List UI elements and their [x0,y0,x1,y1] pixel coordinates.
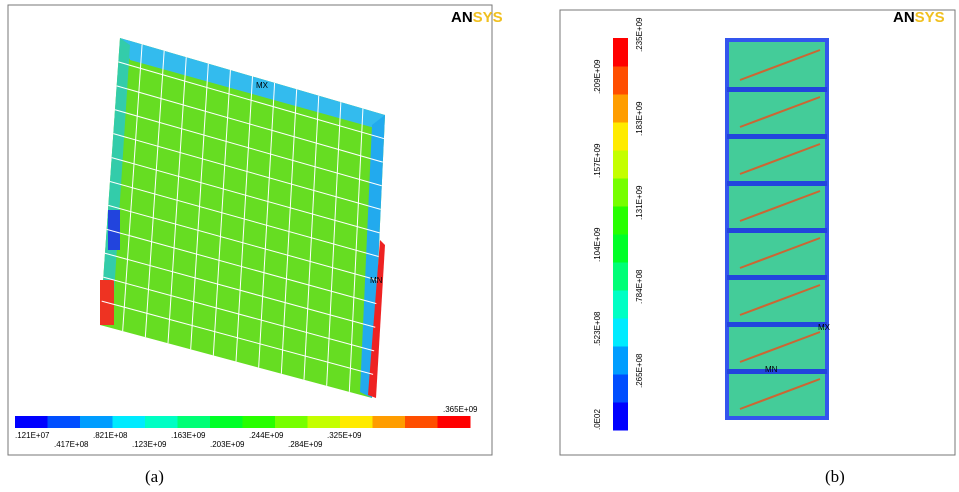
caption: (b) [825,467,845,486]
stress-streak [739,237,821,269]
mesh-line [348,108,364,392]
legend-swatch [210,416,243,428]
marker: MN [370,276,383,285]
legend-label: .123E+09 [132,440,167,449]
marker: MX [818,323,831,332]
legend-swatch [613,234,628,263]
legend-swatch [613,346,628,375]
legend-swatch [613,290,628,319]
left-low [108,210,120,250]
legend-label: .784E+08 [635,269,644,304]
legend-label: .121E+07 [15,431,50,440]
logo: ANSYS [451,9,503,26]
legend-swatch [613,318,628,347]
stiffener [727,134,827,139]
legend-label: .163E+09 [171,431,206,440]
right-hot [368,240,385,398]
stiffener [727,87,827,92]
legend-swatch [242,416,276,428]
stress-streak [739,284,821,316]
legend-swatch [613,206,628,235]
stress-streak [739,49,821,81]
legend-swatch [340,416,373,428]
legend-label: .244E+09 [249,431,284,440]
stress-streak [739,143,821,175]
logo-part: SYS [473,9,503,26]
legend-swatch [437,416,471,428]
legend-swatch [613,150,628,179]
legend-swatch [145,416,178,428]
logo: ANSYS [893,9,945,26]
legend-swatch [275,416,308,428]
legend-label: .0E02 [593,409,602,430]
legend-label: .131E+09 [635,185,644,220]
legend-swatch [80,416,113,428]
legend-label: .265E+08 [635,353,644,388]
left-edge [100,38,130,325]
stiffener [727,228,827,233]
mesh [101,44,385,392]
legend: .0E02 .265E+08 .523E+08 .784E+08 .104E+09 .13… [593,17,644,431]
caption: (a) [145,467,164,486]
legend-swatch [613,178,628,207]
legend-label: .157E+09 [593,143,602,178]
legend-swatch [177,416,211,428]
legend-label: .417E+08 [54,440,89,449]
legend-swatch [613,66,628,95]
mesh-line [326,102,342,386]
legend-swatch [372,416,406,428]
stiffener [727,181,827,186]
logo-part: SYS [915,9,945,26]
logo-part: AN [893,9,915,26]
logo-part: AN [451,9,473,26]
marker: MN [765,365,778,374]
mesh-line [101,300,374,375]
legend-label: .183E+09 [635,101,644,136]
right-edge [360,115,385,398]
legend-label: .104E+09 [593,227,602,262]
legend-swatch [112,416,146,428]
legend-swatch [613,402,628,431]
legend-swatch [47,416,81,428]
legend-label: .284E+09 [288,440,323,449]
stiffener [727,322,827,327]
legend: .121E+07 .417E+08 .821E+08 .123E+09 .163E+09… [15,405,478,449]
legend-swatch [405,416,438,428]
legend-swatch [613,94,628,123]
stress-streak [739,331,821,363]
stiffener [727,275,827,280]
legend-swatch [307,416,341,428]
mesh [727,49,827,410]
stress-streak [739,96,821,128]
legend-label: .325E+09 [327,431,362,440]
stress-streak [739,190,821,222]
legend-label: .365E+09 [443,405,478,414]
legend-swatch [613,38,628,67]
legend-swatch [613,374,628,403]
legend-label: .821E+08 [93,431,128,440]
stress-streak [739,378,821,410]
marker: MX [256,81,269,90]
legend-swatch [613,122,628,151]
legend-label: .203E+09 [210,440,245,449]
legend-label: .523E+08 [593,311,602,346]
stiffener [727,369,827,374]
legend-label: .235E+09 [635,17,644,52]
legend-swatch [15,416,48,428]
legend-label: .209E+09 [593,59,602,94]
legend-swatch [613,262,628,291]
